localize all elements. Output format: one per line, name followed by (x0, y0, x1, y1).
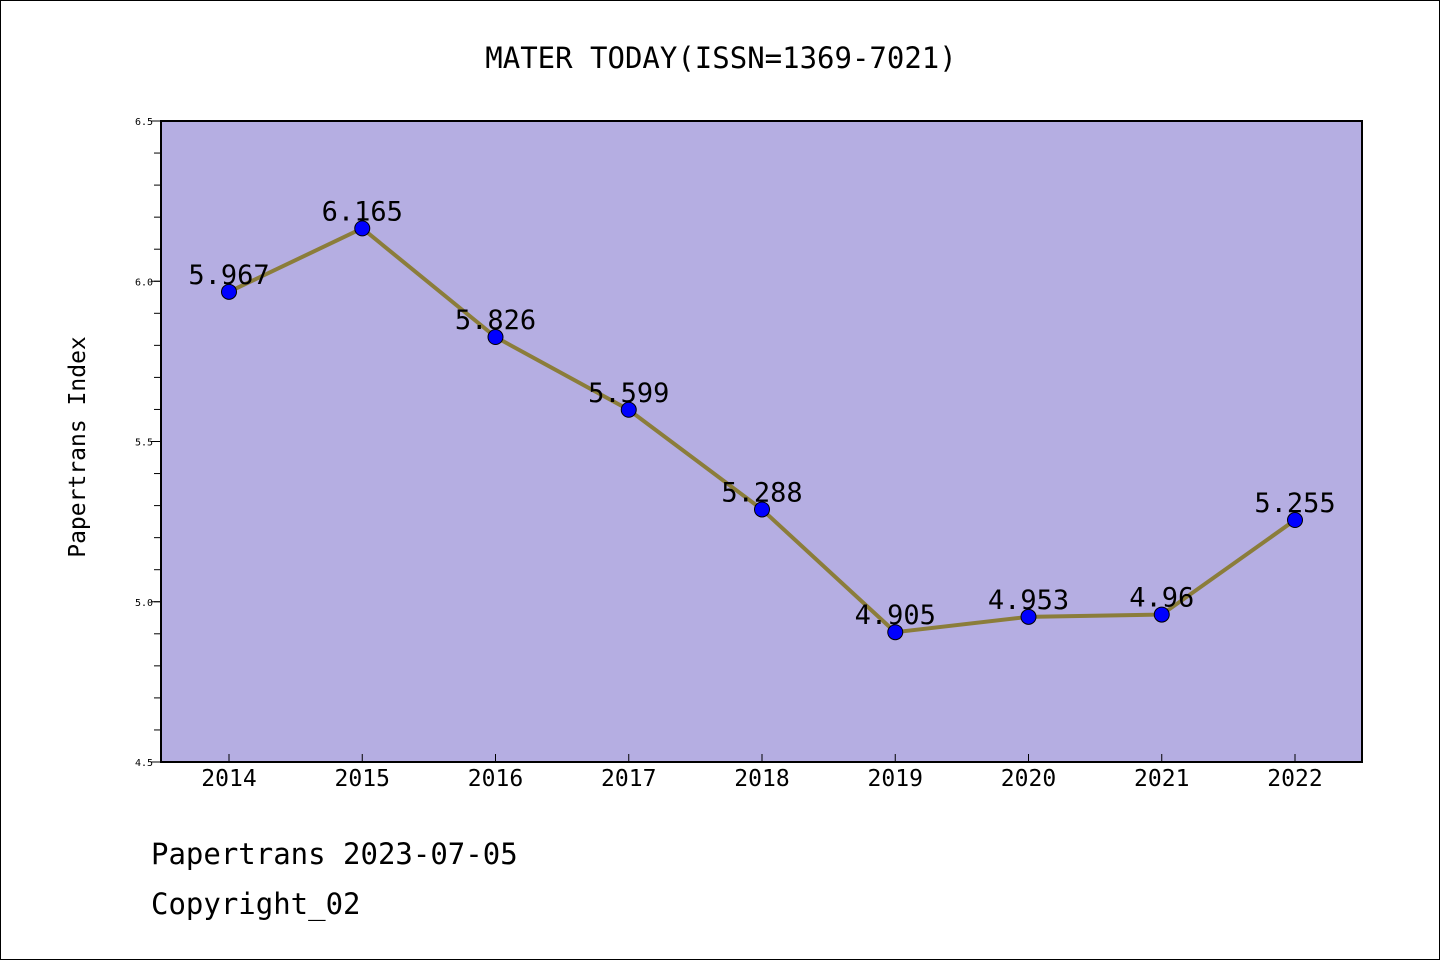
y-tick-label: 5.0 (135, 598, 153, 609)
data-point-2022 (1287, 512, 1303, 529)
data-point-2019 (887, 624, 904, 641)
x-tick-label: 2014 (201, 766, 256, 792)
footer-copyright: Copyright_02 (151, 887, 361, 921)
y-tick-label: 5.5 (135, 438, 153, 449)
data-label-2020: 4.953 (988, 585, 1069, 616)
x-tick-label: 2016 (468, 766, 523, 792)
data-label-2016: 5.826 (455, 305, 536, 336)
data-label-2022: 5.255 (1254, 488, 1335, 519)
y-axis-ticks: 4.5 5.0 5.5 6.0 6.5 (135, 117, 161, 769)
footer-date: Papertrans 2023-07-05 (151, 837, 518, 871)
data-label-2014: 5.967 (188, 260, 269, 291)
x-tick-label: 2015 (335, 766, 390, 792)
y-tick-label: 4.5 (135, 758, 153, 769)
data-label-2015: 6.165 (322, 196, 403, 227)
data-markers (221, 220, 1303, 641)
data-point-2020 (1020, 608, 1037, 625)
y-axis-label: Papertrans Index (65, 336, 91, 558)
x-tick-label: 2017 (601, 766, 656, 792)
x-tick-label: 2022 (1267, 766, 1322, 792)
x-tick-label: 2021 (1134, 766, 1189, 792)
y-tick-label: 6.5 (135, 117, 153, 128)
x-tick-label: 2018 (734, 766, 789, 792)
data-point-2018 (754, 501, 770, 518)
chart-title: MATER TODAY(ISSN=1369-7021) (485, 41, 956, 75)
x-tick-label: 2020 (1001, 766, 1056, 792)
data-label-2021: 4.96 (1129, 583, 1194, 614)
data-point-2015 (354, 220, 371, 237)
data-labels: 5.967 6.165 5.826 5.599 5.288 4.905 4.953 4.96 5… (188, 196, 1335, 631)
data-label-2017: 5.599 (588, 378, 669, 409)
data-label-2018: 5.288 (721, 477, 802, 508)
data-label-2019: 4.905 (855, 600, 936, 631)
data-point-2017 (620, 401, 637, 418)
x-axis-ticks: 2014 2015 2016 2017 2018 2019 2020 2021 2022 (201, 754, 1323, 792)
data-point-2016 (487, 329, 504, 346)
x-tick-label: 2019 (868, 766, 923, 792)
data-point-2014 (221, 283, 237, 300)
data-point-2021 (1153, 606, 1170, 623)
y-tick-label: 6.0 (135, 277, 153, 288)
